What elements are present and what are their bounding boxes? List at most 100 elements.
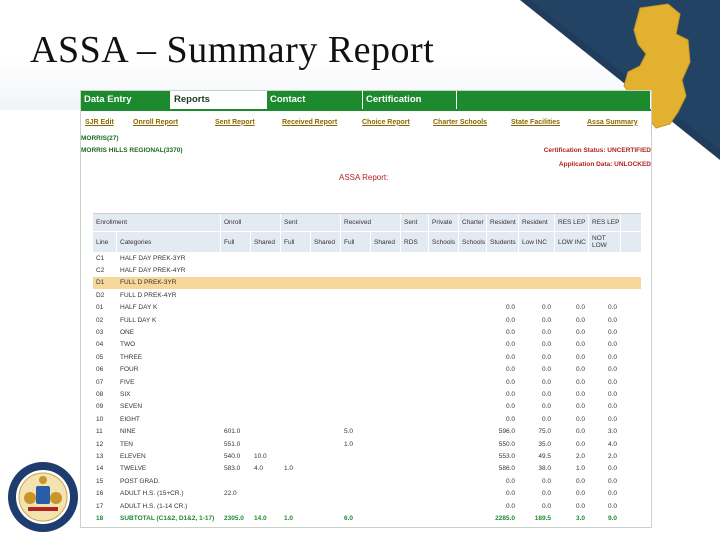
category-cell: FOUR: [120, 366, 139, 374]
line-code-cell: 14: [96, 465, 104, 473]
table-row[interactable]: 09 SEVEN 0.0 0.0 0.0 0.0: [93, 401, 641, 413]
value-cell: 0.0: [575, 316, 585, 324]
line-code-cell: 01: [96, 304, 104, 312]
value-cell: 551.0: [224, 440, 241, 448]
line-code-cell: 16: [96, 490, 104, 498]
value-cell: 1.0: [575, 465, 585, 473]
value-cell: 0.0: [607, 403, 617, 411]
value-cell: 0.0: [505, 390, 515, 398]
subnav-charter-schools[interactable]: Charter Schools: [433, 118, 488, 126]
table-row[interactable]: C2 HALF DAY PREK-4YR: [93, 264, 641, 276]
tab-data-entry[interactable]: Data Entry: [81, 91, 171, 109]
table-body: C1 HALF DAY PREK-3YR C2 HALF DAY PREK-4YR D1…: [93, 252, 641, 525]
assa-summary-table: Enrollment Onroll Sent Received Sent Private C…: [93, 213, 641, 525]
sub-header-cell: Full: [341, 232, 371, 252]
subnav-sent-report[interactable]: Sent Report: [215, 118, 255, 126]
value-cell: 0.0: [607, 390, 617, 398]
line-code-cell: 02: [96, 316, 104, 324]
subnav-sjr-edit[interactable]: SJR Edit: [85, 118, 114, 126]
subnav-received-report[interactable]: Received Report: [282, 118, 338, 126]
tab-certification[interactable]: Certification: [363, 91, 457, 109]
table-row[interactable]: 02 FULL DAY K 0.0 0.0 0.0 0.0: [93, 314, 641, 326]
table-row[interactable]: C1 HALF DAY PREK-3YR: [93, 252, 641, 264]
sub-header-cell: Shared: [251, 232, 281, 252]
sub-header-cell: Low INC: [519, 232, 555, 252]
category-cell: ELEVEN: [120, 452, 146, 460]
table-row[interactable]: 05 THREE 0.0 0.0 0.0 0.0: [93, 351, 641, 363]
group-header-cell: Charter: [459, 214, 487, 231]
value-cell: 0.0: [607, 353, 617, 361]
new-jersey-map-icon: [520, 0, 720, 160]
table-row[interactable]: 01 HALF DAY K 0.0 0.0 0.0 0.0: [93, 302, 641, 314]
table-row[interactable]: 18 SUBTOTAL (C1&2, D1&2, 1-17) 2305.0 14.0 1…: [93, 512, 641, 524]
category-cell: TWO: [120, 341, 136, 349]
table-row[interactable]: D1 FULL D PREK-3YR: [93, 276, 641, 290]
value-cell: 0.0: [541, 415, 551, 423]
tab-reports[interactable]: Reports: [171, 91, 267, 109]
value-cell: 596.0: [498, 428, 515, 436]
value-cell: 0.0: [541, 390, 551, 398]
category-cell: SEVEN: [120, 403, 143, 411]
table-row[interactable]: 03 ONE 0.0 0.0 0.0 0.0: [93, 326, 641, 338]
line-code-cell: C2: [96, 267, 105, 275]
tab-bar: Data Entry Reports Contact Certification: [81, 91, 651, 109]
value-cell: 0.0: [575, 440, 585, 448]
line-code-cell: 07: [96, 378, 104, 386]
table-row[interactable]: 07 FIVE 0.0 0.0 0.0 0.0: [93, 376, 641, 388]
table-row[interactable]: 06 FOUR 0.0 0.0 0.0 0.0: [93, 364, 641, 376]
value-cell: 2305.0: [224, 514, 244, 522]
line-code-cell: 08: [96, 390, 104, 398]
value-cell: 9.0: [607, 514, 617, 522]
value-cell: 0.0: [505, 341, 515, 349]
table-sub-header: Line Categories Full Shared Full Shared Full Sh…: [93, 232, 641, 252]
value-cell: 0.0: [505, 477, 515, 485]
table-row[interactable]: 08 SIX 0.0 0.0 0.0 0.0: [93, 388, 641, 400]
value-cell: 6.0: [344, 514, 354, 522]
line-code-cell: 10: [96, 415, 104, 423]
value-cell: 1.0: [344, 440, 354, 448]
category-cell: HALF DAY K: [120, 304, 158, 312]
line-code-cell: D1: [96, 279, 105, 287]
value-cell: 3.0: [575, 514, 585, 522]
subnav-assa-summary[interactable]: Assa Summary: [587, 118, 638, 126]
assa-report-title: ASSA Report:: [339, 173, 389, 182]
certification-status: Certification Status: UNCERTIFIED: [543, 147, 651, 154]
subnav-onroll-report[interactable]: Onroll Report: [133, 118, 179, 126]
subnav-state-facilities[interactable]: State Facilities: [511, 118, 561, 126]
sub-header-cell: LOW INC: [555, 232, 589, 252]
table-row[interactable]: 17 ADULT H.S. (1-14 CR.) 0.0 0.0 0.0 0.0: [93, 500, 641, 512]
table-row[interactable]: 11 NINE 601.0 5.0 596.0 75.0 0.0 3.0: [93, 425, 641, 437]
group-header-cell: Resident: [519, 214, 555, 231]
line-code-cell: 03: [96, 329, 104, 337]
category-cell: HALF DAY PREK-4YR: [120, 267, 186, 275]
value-cell: 3.0: [607, 428, 617, 436]
value-cell: 0.0: [575, 353, 585, 361]
value-cell: 0.0: [607, 465, 617, 473]
sub-header-cell: Schools: [459, 232, 487, 252]
tab-contact[interactable]: Contact: [267, 91, 363, 109]
category-cell: TWELVE: [120, 465, 147, 473]
group-header-cell: Sent: [401, 214, 429, 231]
table-row[interactable]: 10 EIGHT 0.0 0.0 0.0 0.0: [93, 413, 641, 425]
line-code-cell: 12: [96, 440, 104, 448]
value-cell: 0.0: [575, 502, 585, 510]
line-code-cell: 15: [96, 477, 104, 485]
subnav-choice-report[interactable]: Choice Report: [362, 118, 410, 126]
table-row[interactable]: D2 FULL D PREK-4YR: [93, 289, 641, 301]
group-header-cell: RES LEP: [555, 214, 589, 231]
table-row[interactable]: 15 POST GRAD. 0.0 0.0 0.0 0.0: [93, 475, 641, 487]
sub-header-cell: Categories: [117, 232, 221, 252]
value-cell: 35.0: [538, 440, 551, 448]
table-row[interactable]: 13 ELEVEN 540.0 10.0 553.0 49.5 2.0 2.0: [93, 450, 641, 462]
value-cell: 5.0: [344, 428, 354, 436]
value-cell: 0.0: [541, 490, 551, 498]
line-code-cell: D2: [96, 291, 105, 299]
table-row[interactable]: 14 TWELVE 583.0 4.0 1.0 586.0 38.0 1.0 0.0: [93, 463, 641, 475]
table-row[interactable]: 16 ADULT H.S. (15+CR.) 22.0 0.0 0.0 0.0 0.0: [93, 487, 641, 499]
sub-header-cell: Line: [93, 232, 117, 252]
value-cell: 10.0: [254, 452, 267, 460]
category-cell: THREE: [120, 353, 143, 361]
table-row[interactable]: 12 TEN 551.0 1.0 550.0 35.0 0.0 4.0: [93, 438, 641, 450]
table-row[interactable]: 04 TWO 0.0 0.0 0.0 0.0: [93, 339, 641, 351]
value-cell: 0.0: [607, 366, 617, 374]
